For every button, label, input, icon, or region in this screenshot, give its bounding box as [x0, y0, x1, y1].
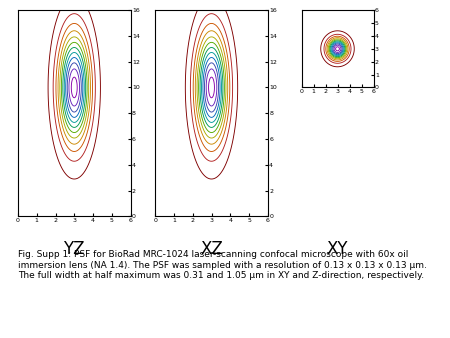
- Text: YZ: YZ: [63, 240, 85, 258]
- Text: XY: XY: [327, 240, 348, 258]
- Text: Fig. Supp 1: PSF for BioRad MRC-1024 laser-scanning confocal microscope with 60x: Fig. Supp 1: PSF for BioRad MRC-1024 las…: [18, 250, 427, 280]
- Text: XZ: XZ: [200, 240, 223, 258]
